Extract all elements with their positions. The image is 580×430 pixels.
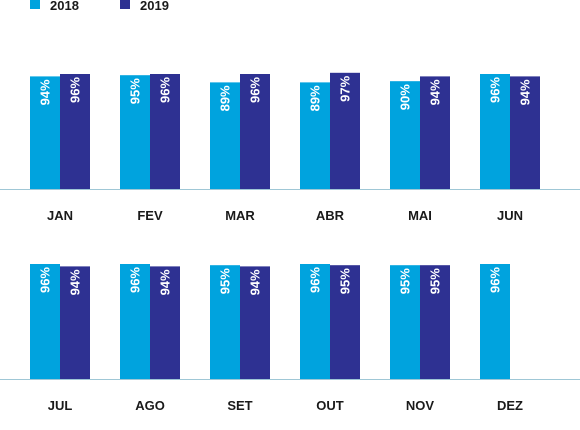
month-label-jan: JAN: [47, 208, 73, 223]
bar-label-jul-2018: 96%: [38, 267, 53, 293]
bar-nov-2018: [390, 265, 420, 379]
bar-abr-2019: [330, 72, 360, 189]
legend-label-2019: 2019: [140, 0, 169, 13]
bar-jul-2019: [60, 266, 90, 379]
bar-label-jan-2018: 94%: [38, 79, 53, 105]
bar-label-jan-2019: 96%: [68, 77, 83, 103]
bar-label-fev-2018: 95%: [128, 78, 143, 104]
bar-label-out-2019: 95%: [338, 268, 353, 294]
month-label-abr: ABR: [316, 208, 345, 223]
bar-jul-2018: [30, 264, 60, 379]
bar-label-jun-2019: 94%: [518, 79, 533, 105]
bar-jan-2018: [30, 76, 60, 189]
month-label-mai: MAI: [408, 208, 432, 223]
month-label-nov: NOV: [406, 398, 435, 413]
bar-dez-2018: [480, 264, 510, 379]
month-label-ago: AGO: [135, 398, 165, 413]
bar-label-abr-2019: 97%: [338, 75, 353, 101]
bar-fev-2018: [120, 75, 150, 189]
bar-label-mar-2019: 96%: [248, 77, 263, 103]
bar-jun-2018: [480, 74, 510, 189]
bar-abr-2018: [300, 82, 330, 189]
bar-jan-2019: [60, 74, 90, 189]
month-label-set: SET: [227, 398, 252, 413]
bar-set-2019: [240, 266, 270, 379]
bar-out-2019: [330, 265, 360, 379]
month-label-fev: FEV: [137, 208, 163, 223]
bar-label-dez-2018: 96%: [488, 267, 503, 293]
bar-out-2018: [300, 264, 330, 379]
legend-swatch-2019: [120, 0, 130, 9]
bar-label-set-2019: 94%: [248, 269, 263, 295]
bars: 94% 96% 95% 96% 89% 96% 89% 97% 90% 94% 96% 94% 96% 9…: [30, 72, 540, 379]
bar-label-mar-2018: 89%: [218, 85, 233, 111]
bar-ago-2018: [120, 264, 150, 379]
bar-label-nov-2018: 95%: [398, 268, 413, 294]
baselines: [0, 189, 580, 380]
bar-label-mai-2019: 94%: [428, 79, 443, 105]
bar-nov-2019: [420, 265, 450, 379]
bar-label-mai-2018: 90%: [398, 84, 413, 110]
bar-label-jul-2019: 94%: [68, 269, 83, 295]
bar-set-2018: [210, 265, 240, 379]
bar-label-set-2018: 95%: [218, 268, 233, 294]
month-label-jul: JUL: [48, 398, 73, 413]
month-label-out: OUT: [316, 398, 344, 413]
bar-ago-2019: [150, 266, 180, 379]
bar-fev-2019: [150, 74, 180, 189]
bar-mai-2019: [420, 76, 450, 189]
month-label-jun: JUN: [497, 208, 523, 223]
legend: 2018 2019: [30, 0, 169, 13]
month-label-dez: DEZ: [497, 398, 523, 413]
bar-label-jun-2018: 96%: [488, 77, 503, 103]
bar-label-ago-2019: 94%: [158, 269, 173, 295]
bar-label-fev-2019: 96%: [158, 77, 173, 103]
bar-jun-2019: [510, 76, 540, 189]
bar-label-abr-2018: 89%: [308, 85, 323, 111]
bar-mar-2018: [210, 82, 240, 189]
legend-label-2018: 2018: [50, 0, 79, 13]
bar-mai-2018: [390, 81, 420, 189]
bar-mar-2019: [240, 74, 270, 189]
bar-label-ago-2018: 96%: [128, 267, 143, 293]
legend-swatch-2018: [30, 0, 40, 9]
bar-label-nov-2019: 95%: [428, 268, 443, 294]
month-labels: JAN FEV MAR ABR MAI JUN JUL AGO SET OUT NOV DEZ: [47, 208, 523, 413]
month-label-mar: MAR: [225, 208, 255, 223]
bar-label-out-2018: 96%: [308, 267, 323, 293]
